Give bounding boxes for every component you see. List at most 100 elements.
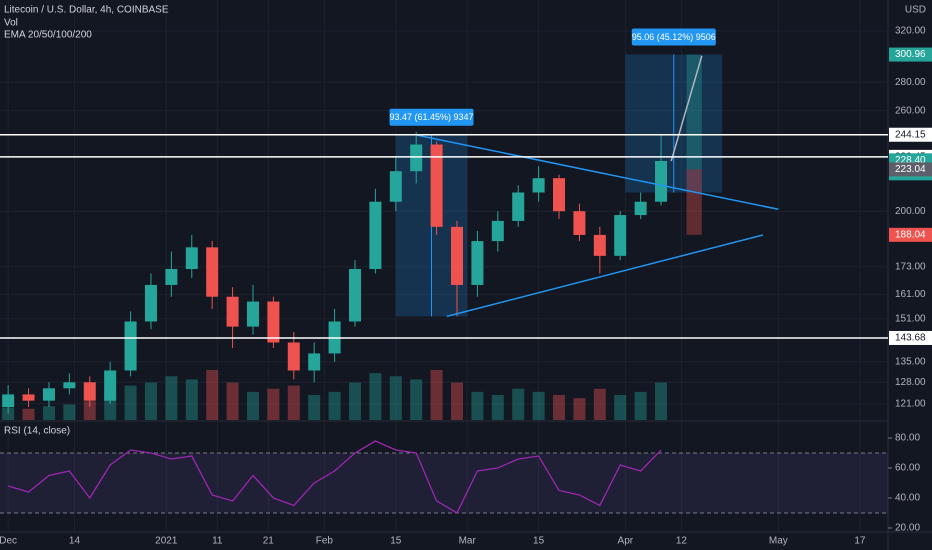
y-tick-label: 135.00: [895, 356, 926, 367]
measure-label: 93.47 (61.45%) 9347: [389, 112, 473, 122]
candle-body: [532, 178, 545, 193]
volume-bar: [634, 391, 647, 420]
volume-bar: [308, 395, 321, 420]
volume-bar: [206, 370, 219, 420]
x-tick-label: 17: [854, 536, 866, 547]
x-tick-label: Dec: [0, 536, 17, 547]
candle-body: [104, 370, 117, 401]
y-tick-label: 280.00: [895, 77, 926, 88]
trendline: [446, 234, 764, 318]
volume-bar: [655, 382, 668, 420]
candle-body: [226, 296, 239, 327]
candle-body: [369, 201, 382, 270]
position-stop: [686, 169, 702, 235]
y-tick-label: 121.00: [895, 398, 926, 409]
currency: USD: [905, 5, 926, 16]
candle-body: [165, 269, 178, 285]
volume-bar: [104, 395, 117, 420]
volume-bar: [410, 379, 423, 420]
volume-bar: [2, 407, 15, 420]
volume-bar: [553, 395, 566, 420]
measure-badge: [389, 108, 474, 126]
price-badge: [889, 127, 932, 142]
volume-bar: [471, 391, 484, 420]
volume-bar: [124, 385, 137, 420]
x-tick-label: 11: [212, 536, 223, 547]
candle-body: [83, 382, 96, 401]
volume-bar: [328, 391, 341, 420]
candle-body: [471, 241, 484, 285]
candle-body: [63, 382, 76, 389]
candle-body: [655, 160, 668, 202]
ema-label: EMA 20/50/100/200: [4, 30, 92, 41]
volume-bar: [369, 373, 382, 420]
price-badge: [889, 227, 932, 242]
candle-body: [2, 394, 15, 408]
volume-bar: [348, 382, 361, 420]
x-tick-label: 15: [533, 536, 545, 547]
candle-body: [206, 247, 219, 297]
volume-bar: [573, 398, 586, 420]
volume-bar: [144, 382, 157, 420]
volume-bar: [185, 379, 198, 420]
y-tick-label: 128.00: [895, 377, 926, 388]
volume-label: Vol: [4, 18, 18, 29]
price-label: 188.04: [895, 229, 926, 240]
candle-body: [634, 201, 647, 216]
candle-body: [287, 342, 300, 371]
candle-body: [573, 211, 586, 235]
measure-badge: [631, 28, 716, 46]
volume-bar: [287, 385, 300, 420]
volume-bar: [593, 388, 606, 420]
rsi-band: [0, 453, 888, 513]
rsi-line: [7, 440, 662, 514]
candle-body: [185, 247, 198, 270]
volume-bar: [389, 376, 402, 420]
price-label: 300.96: [895, 49, 926, 60]
volume-bar: [430, 370, 443, 420]
candle-body: [246, 301, 259, 327]
candle-body: [42, 388, 55, 401]
y-tick-label: 200.00: [895, 206, 926, 217]
y-tick-label: 260.00: [895, 105, 926, 116]
y-tick-label: 161.00: [895, 289, 926, 300]
rsi-tick-label: 80.00: [895, 433, 920, 444]
volume-bar: [491, 395, 504, 420]
candle-body: [593, 234, 606, 256]
candle-body: [430, 144, 443, 227]
price-badge: [889, 47, 932, 62]
x-tick-label: 12: [676, 536, 688, 547]
candle-body: [410, 144, 423, 172]
volume-bar: [22, 408, 35, 420]
candle-body: [144, 284, 157, 322]
candle-body: [451, 226, 464, 285]
price-label: 244.15: [895, 129, 926, 140]
projection-arrow: [670, 55, 703, 162]
x-tick-label: Feb: [316, 536, 334, 547]
rsi-tick-label: 20.00: [895, 523, 920, 534]
volume-bar: [63, 404, 76, 420]
candle-body: [491, 220, 504, 242]
x-tick-label: 15: [390, 536, 402, 547]
candle-body: [22, 394, 35, 401]
trendline: [416, 134, 779, 211]
price-badge: [889, 330, 932, 345]
x-tick-label: May: [769, 536, 788, 547]
candle-body: [389, 171, 402, 202]
price-label: 143.68: [895, 333, 926, 344]
y-tick-label: 151.00: [895, 314, 926, 325]
candle-body: [348, 269, 361, 322]
x-tick-label: 2021: [155, 536, 178, 547]
volume-bar: [42, 406, 55, 420]
volume-bar: [512, 388, 525, 420]
candle-body: [308, 353, 321, 371]
candle-body: [614, 215, 627, 256]
volume-bar: [267, 388, 280, 420]
volume-bar: [614, 395, 627, 420]
volume-bar: [246, 391, 259, 420]
price-badge: [889, 162, 932, 177]
x-tick-label: 21: [263, 536, 275, 547]
candle-body: [124, 321, 137, 371]
